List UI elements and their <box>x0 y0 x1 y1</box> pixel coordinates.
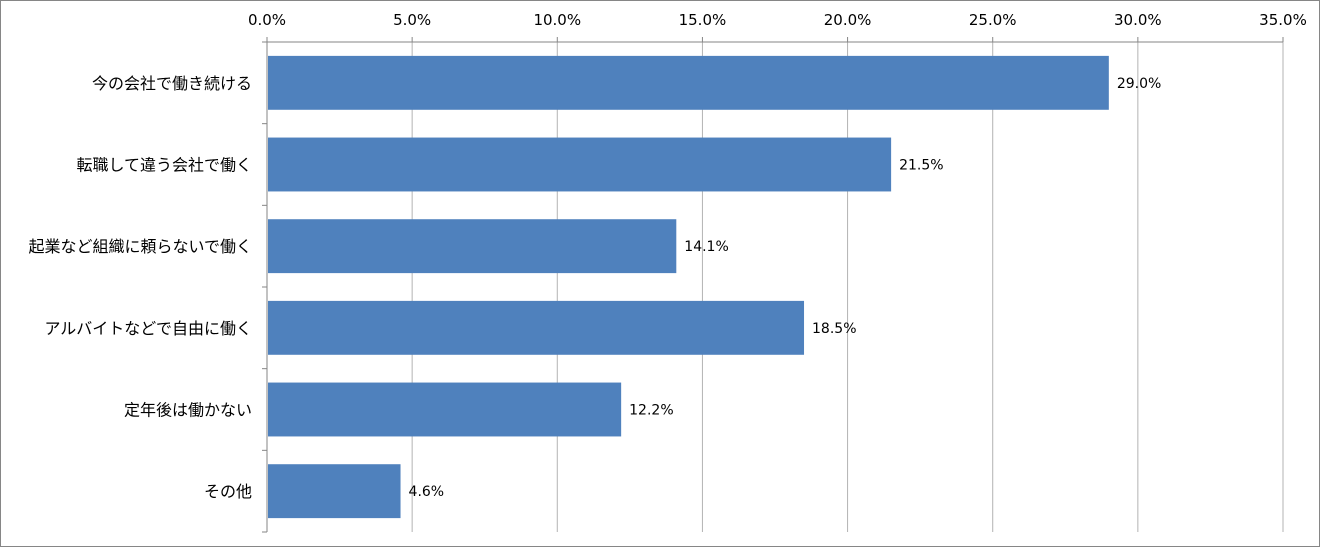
x-tick-label: 0.0% <box>248 11 286 29</box>
bar <box>268 382 622 437</box>
x-tick-label: 30.0% <box>1114 11 1162 29</box>
bar <box>268 137 892 192</box>
data-label: 18.5% <box>812 321 856 337</box>
bars <box>268 55 1109 519</box>
gridlines <box>411 42 1284 532</box>
category-label: 転職して違う会社で働く <box>76 156 252 175</box>
category-labels: 今の会社で働き続ける転職して違う会社で働く起業など組織に頼らないで働くアルバイト… <box>28 74 252 501</box>
data-label: 21.5% <box>899 158 943 174</box>
category-label: 定年後は働かない <box>124 401 252 420</box>
x-tick-label: 5.0% <box>393 11 431 29</box>
bar <box>268 300 805 355</box>
category-label: アルバイトなどで自由に働く <box>44 319 252 338</box>
bar <box>268 55 1109 110</box>
axes <box>262 37 1284 533</box>
data-label: 14.1% <box>684 239 728 255</box>
category-label: 今の会社で働き続ける <box>92 74 252 93</box>
bar <box>268 219 677 274</box>
data-label: 12.2% <box>629 403 673 419</box>
x-tick-label: 20.0% <box>824 11 872 29</box>
x-tick-label: 15.0% <box>679 11 727 29</box>
data-label: 29.0% <box>1117 76 1161 92</box>
x-axis-tick-labels: 0.0% 5.0% 10.0% 15.0% 20.0% 25.0% 30.0% 35.0% <box>248 11 1307 29</box>
bar <box>268 464 401 519</box>
data-label: 4.6% <box>409 484 445 500</box>
x-tick-label: 35.0% <box>1259 11 1307 29</box>
category-label: 起業など組織に頼らないで働く <box>28 237 252 256</box>
x-tick-label: 25.0% <box>969 11 1017 29</box>
category-label: その他 <box>204 482 252 501</box>
data-labels: 29.0% 21.5% 14.1% 18.5% 12.2% 4.6% <box>409 76 1162 500</box>
x-tick-label: 10.0% <box>533 11 581 29</box>
